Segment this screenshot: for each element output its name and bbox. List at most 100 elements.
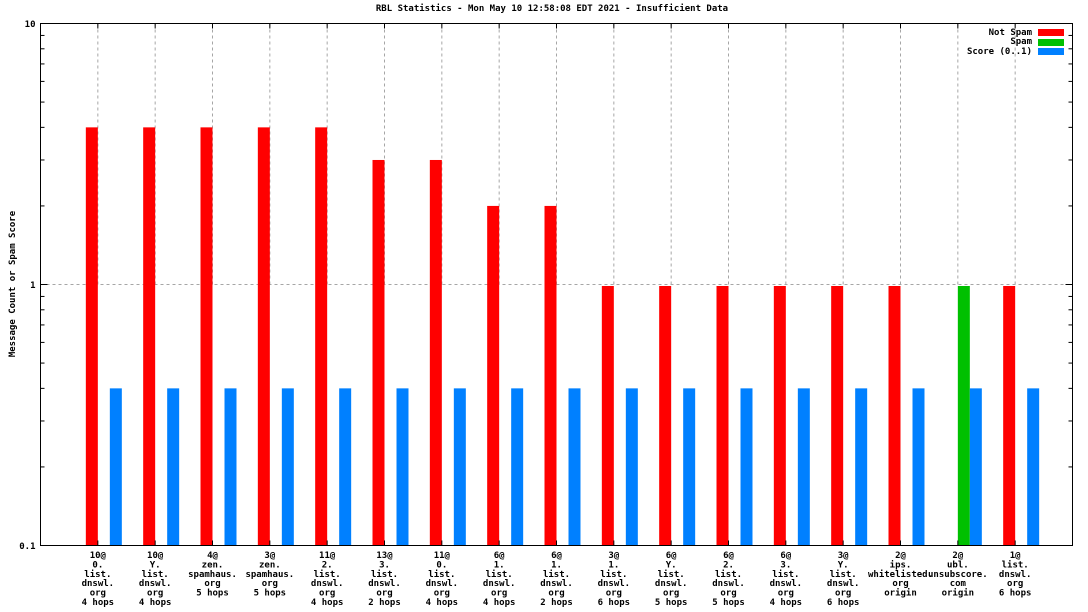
x-tick-label: 3. — [780, 560, 791, 570]
x-tick-label: 6 hops — [999, 589, 1032, 599]
x-tick-label: dnswl. — [311, 579, 344, 589]
bar-not-spam-11 — [659, 286, 672, 546]
bar-spam-16 — [957, 286, 970, 546]
x-tick-label: 6@ — [494, 551, 505, 561]
x-tick-label: 0. — [436, 560, 447, 570]
x-tick-label: 10@ — [90, 551, 107, 561]
legend-swatch-not-spam-icon — [1038, 29, 1064, 37]
x-tick-label: dnswl. — [426, 579, 459, 589]
legend-label-spam: Spam — [1010, 37, 1032, 48]
x-tick-label: 11@ — [319, 551, 336, 561]
x-tick-label: list. — [371, 569, 398, 580]
x-tick-label: 2. — [322, 560, 333, 570]
x-tick-label: com — [950, 579, 967, 589]
bar-not-spam-9 — [544, 205, 557, 546]
legend-label-not-spam: Not Spam — [988, 27, 1032, 38]
x-tick-label: list. — [543, 569, 570, 580]
x-tick-label: 4 hops — [483, 598, 516, 608]
x-tick-label: 11@ — [434, 551, 451, 561]
x-tick-label: 6 hops — [598, 598, 631, 608]
legend-label-score: Score (0..1) — [966, 46, 1032, 57]
bar-not-spam-4 — [257, 127, 270, 546]
x-tick-label: dnswl. — [999, 570, 1032, 580]
x-tick-label: org — [720, 589, 736, 599]
x-tick-label: 5 hops — [254, 589, 287, 599]
x-tick-label: org — [204, 579, 220, 589]
y-axis-label: Message Count or Spam Score — [8, 210, 18, 358]
bar-not-spam-13 — [773, 286, 786, 546]
x-tick-label: list. — [600, 569, 627, 580]
x-tick-label: 4 hops — [82, 598, 115, 608]
x-tick-label: whitelisted. — [868, 569, 933, 580]
x-tick-label: dnswl. — [483, 579, 516, 589]
x-tick-label: org — [835, 589, 851, 599]
bar-score-0-1-12 — [740, 388, 753, 546]
x-tick-label: org — [262, 579, 278, 589]
x-tick-label: zen. — [202, 560, 224, 570]
x-tick-label: 4 hops — [311, 598, 344, 608]
bar-score-0-1-9 — [568, 388, 581, 546]
x-tick-label: org — [319, 589, 335, 599]
x-tick-label: 2@ — [952, 551, 963, 561]
x-tick-label: list. — [830, 569, 857, 580]
x-tick-label: org — [778, 589, 794, 599]
bar-score-0-1-1 — [109, 388, 122, 546]
x-tick-label: list. — [84, 569, 111, 580]
x-tick-label: 2. — [723, 560, 734, 570]
x-tick-label: 1. — [551, 560, 562, 570]
x-tick-label: org — [663, 589, 679, 599]
x-tick-label: list. — [428, 569, 455, 580]
x-tick-label: origin — [884, 588, 917, 599]
x-tick-label: dnswl. — [712, 579, 745, 589]
x-tick-label: 3@ — [838, 551, 849, 561]
x-tick-label: 5 hops — [655, 598, 688, 608]
x-tick-label: 6@ — [666, 551, 677, 561]
legend-item-score: Score (0..1) — [967, 47, 1064, 57]
x-tick-label: 3. — [379, 560, 390, 570]
x-tick-label: dnswl. — [139, 579, 172, 589]
chart-title: RBL Statistics - Mon May 10 12:58:08 EDT… — [375, 4, 729, 14]
bar-not-spam-17 — [1003, 286, 1016, 546]
x-tick-label: dnswl. — [82, 579, 115, 589]
x-tick-label: 2@ — [895, 551, 906, 561]
bar-score-0-1-11 — [683, 388, 696, 546]
x-tick-label: 1. — [608, 560, 619, 570]
bar-not-spam-12 — [716, 286, 729, 546]
legend-item-spam: Spam — [967, 37, 1064, 48]
bar-not-spam-15 — [888, 286, 901, 546]
legend-item-not-spam: Not Spam — [967, 28, 1064, 38]
x-tick-label: list. — [715, 569, 742, 580]
x-tick-label: 5 hops — [712, 598, 745, 608]
x-tick-label: 6@ — [723, 551, 734, 561]
x-tick-label: Y. — [666, 560, 677, 570]
bar-score-0-1-2 — [167, 388, 180, 546]
x-tick-label: spamhaus. — [245, 570, 294, 580]
bar-score-0-1-4 — [281, 388, 294, 546]
bar-not-spam-10 — [601, 286, 614, 546]
x-tick-label: 4@ — [207, 551, 218, 561]
bar-score-0-1-8 — [511, 388, 524, 546]
bar-score-0-1-13 — [797, 388, 810, 546]
x-tick-label: 0. — [92, 560, 103, 570]
y-tick-label: 1 — [30, 281, 35, 291]
bar-score-0-1-14 — [855, 388, 868, 546]
x-tick-label: list. — [658, 569, 685, 580]
x-tick-label: org — [892, 579, 908, 589]
bar-not-spam-6 — [372, 159, 385, 546]
x-tick-label: list. — [772, 569, 799, 580]
bar-not-spam-1 — [85, 127, 98, 546]
x-tick-label: org — [434, 589, 450, 599]
x-tick-label: list. — [142, 569, 169, 580]
x-tick-label: dnswl. — [655, 579, 688, 589]
x-tick-label: 4 hops — [139, 598, 172, 608]
bar-not-spam-14 — [831, 286, 844, 546]
x-tick-label: 4 hops — [426, 598, 459, 608]
x-tick-label: dnswl. — [827, 579, 860, 589]
bar-not-spam-8 — [487, 205, 500, 546]
x-tick-label: list. — [486, 569, 513, 580]
x-tick-label: org — [491, 589, 507, 599]
y-tick-label: 0.1 — [19, 542, 35, 552]
x-tick-label: unsubscore. — [928, 570, 988, 580]
